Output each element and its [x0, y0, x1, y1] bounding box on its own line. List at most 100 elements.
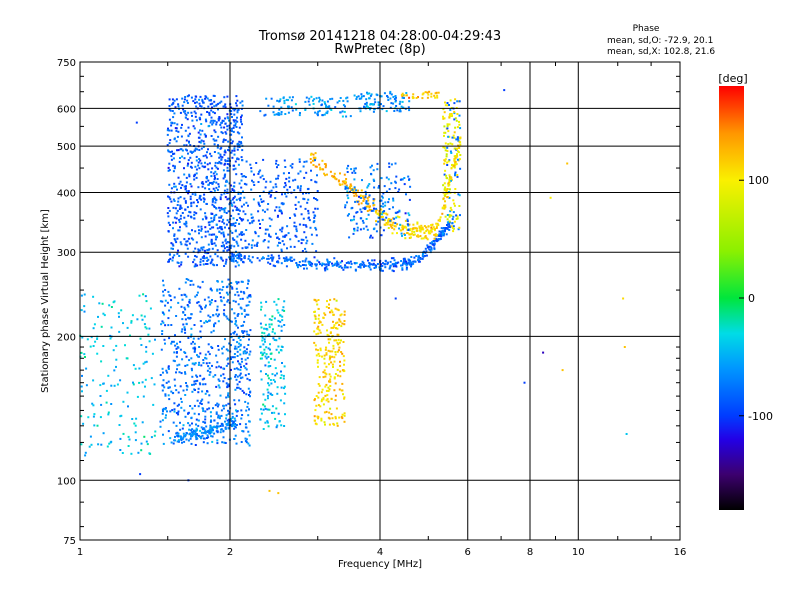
data-point	[245, 426, 248, 429]
data-point	[343, 363, 345, 366]
data-point	[226, 95, 229, 98]
data-point	[228, 283, 231, 286]
data-point	[226, 249, 229, 252]
data-point	[194, 263, 197, 266]
data-point	[375, 211, 378, 214]
data-point	[279, 399, 282, 402]
data-point	[210, 119, 213, 122]
data-point	[214, 322, 217, 325]
data-point	[275, 206, 278, 209]
data-point	[170, 299, 173, 302]
data-point	[309, 158, 312, 160]
data-point	[235, 410, 238, 413]
data-point	[118, 424, 121, 426]
data-point	[195, 155, 198, 158]
data-point	[305, 250, 308, 253]
data-point	[433, 94, 436, 97]
data-point	[230, 142, 233, 145]
data-point	[176, 412, 179, 415]
data-point	[115, 358, 118, 361]
data-point	[190, 96, 193, 99]
data-point	[215, 121, 218, 124]
data-point	[446, 164, 449, 166]
data-point	[169, 151, 172, 154]
data-point	[226, 125, 229, 128]
data-point	[226, 163, 229, 165]
data-point	[269, 235, 272, 238]
data-point	[244, 374, 247, 377]
data-point	[289, 164, 292, 167]
data-point	[313, 157, 316, 160]
data-point	[235, 442, 238, 445]
data-point	[412, 233, 415, 236]
data-point	[246, 357, 249, 360]
data-point	[217, 416, 220, 419]
data-point	[164, 408, 167, 411]
data-point	[283, 300, 286, 303]
data-point	[200, 307, 203, 310]
data-point	[238, 257, 241, 260]
data-point	[205, 96, 208, 99]
data-point	[223, 163, 226, 166]
data-point	[410, 256, 413, 258]
data-point	[223, 192, 226, 195]
data-point	[126, 326, 129, 329]
data-point	[211, 347, 214, 349]
data-point	[296, 185, 299, 188]
data-point	[428, 248, 431, 251]
data-point	[230, 214, 233, 217]
data-point	[451, 143, 454, 146]
data-point	[304, 100, 307, 103]
data-point	[220, 374, 222, 377]
data-point	[222, 380, 225, 383]
data-point	[186, 240, 189, 243]
data-point	[445, 177, 448, 179]
data-point	[247, 414, 250, 417]
data-point	[444, 101, 446, 104]
data-point	[202, 197, 205, 200]
data-point	[200, 364, 203, 367]
data-point	[418, 226, 421, 229]
data-point	[442, 146, 445, 149]
data-point	[411, 227, 414, 230]
data-point	[210, 260, 213, 263]
data-point	[177, 200, 180, 203]
data-point	[81, 336, 84, 339]
data-point	[346, 96, 349, 99]
x-tick-label: 2	[227, 547, 233, 558]
data-point	[325, 263, 328, 266]
data-point	[328, 363, 330, 366]
data-point	[227, 140, 230, 143]
data-point	[272, 337, 275, 340]
data-point	[341, 413, 344, 416]
data-point	[214, 177, 216, 179]
data-point	[358, 195, 360, 198]
data-point	[214, 426, 217, 429]
data-point	[167, 221, 170, 224]
data-point	[220, 158, 223, 161]
data-point	[202, 155, 205, 158]
data-point	[444, 149, 447, 152]
data-point	[222, 177, 225, 180]
data-point	[178, 265, 181, 268]
data-point	[235, 324, 238, 327]
data-point	[435, 225, 438, 228]
data-point	[293, 221, 296, 224]
data-point	[405, 94, 408, 97]
data-point	[343, 181, 346, 184]
data-point	[193, 149, 196, 152]
data-point	[417, 235, 420, 238]
data-point	[222, 105, 225, 108]
data-point	[210, 419, 212, 422]
data-point	[259, 227, 262, 229]
data-point	[316, 199, 319, 202]
data-point	[407, 212, 410, 215]
data-point	[334, 351, 337, 353]
data-point	[224, 427, 227, 430]
data-point	[305, 257, 308, 260]
data-point	[396, 262, 398, 265]
data-point	[304, 109, 307, 111]
data-point	[271, 258, 274, 261]
data-point	[276, 386, 279, 389]
data-point	[310, 161, 313, 164]
